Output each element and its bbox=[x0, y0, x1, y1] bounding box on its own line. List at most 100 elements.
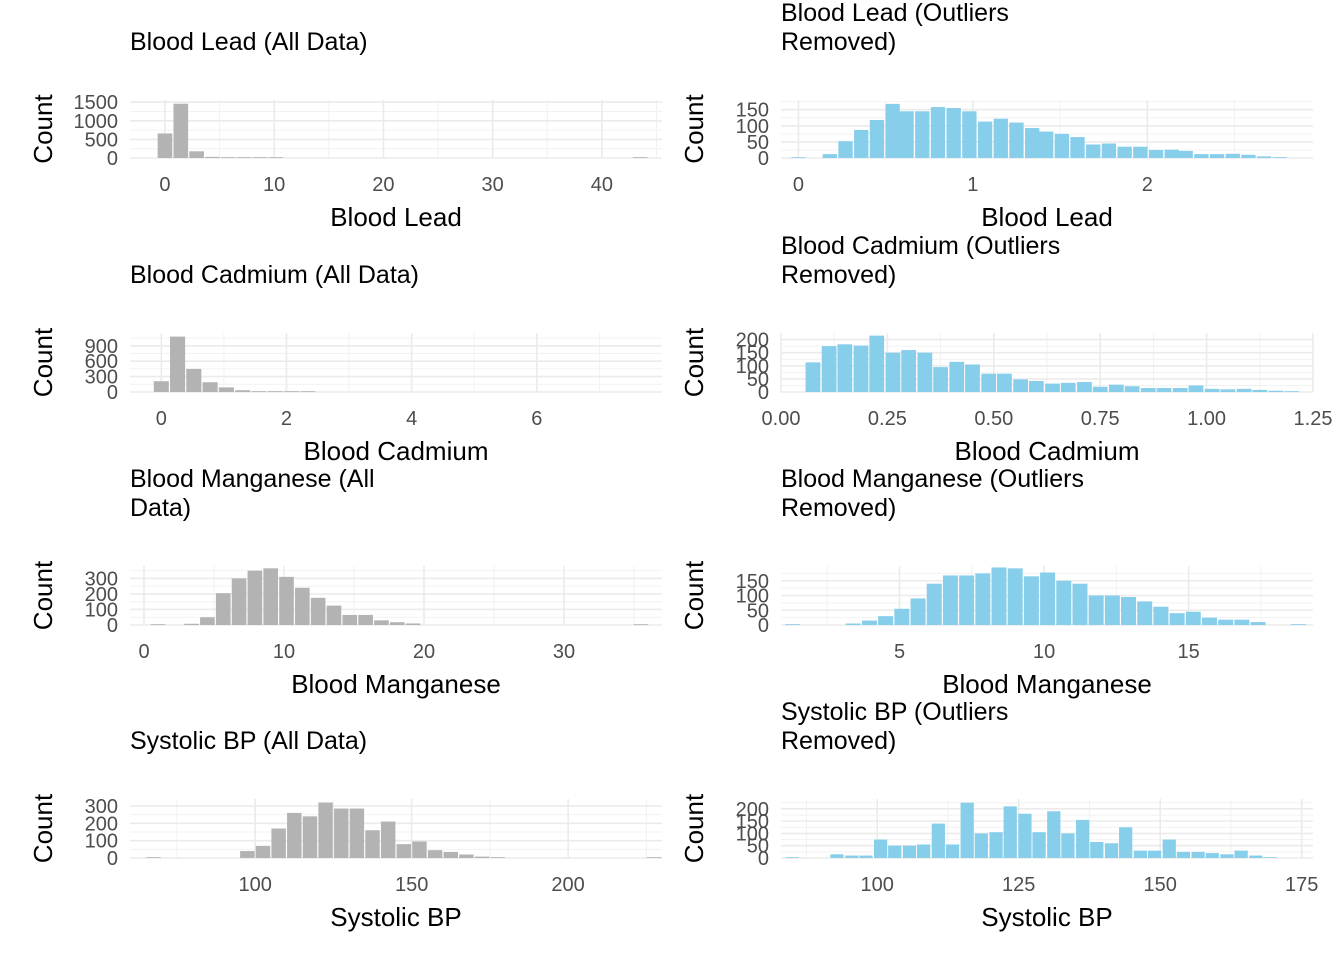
y-tick-label: 100 bbox=[736, 356, 769, 378]
y-tick-label: 50 bbox=[747, 836, 769, 858]
histogram-bar bbox=[1040, 572, 1056, 625]
histogram-bar bbox=[342, 614, 358, 625]
histogram-bars bbox=[805, 335, 1300, 392]
histogram-bar bbox=[1077, 382, 1092, 392]
histogram-bar bbox=[646, 857, 662, 858]
histogram-bar bbox=[873, 839, 888, 858]
histogram-bar bbox=[861, 620, 877, 625]
y-axis-label: Count bbox=[28, 327, 58, 397]
histogram-bar bbox=[1072, 583, 1088, 625]
histogram-bar bbox=[459, 854, 474, 858]
y-tick-label: 100 bbox=[736, 823, 769, 845]
x-tick-label: 175 bbox=[1285, 874, 1318, 896]
histogram-bar bbox=[189, 151, 204, 158]
histogram-bar bbox=[146, 857, 161, 858]
histogram-bar bbox=[859, 855, 873, 858]
histogram-bar bbox=[888, 845, 902, 858]
histogram-bar bbox=[1092, 386, 1108, 392]
gridlines bbox=[130, 566, 662, 626]
histogram-bar bbox=[1121, 596, 1137, 625]
histogram-bar bbox=[981, 373, 997, 392]
y-tick-label: 0 bbox=[107, 382, 118, 404]
histogram-bar bbox=[1252, 389, 1268, 392]
histogram-bar bbox=[1268, 390, 1284, 392]
x-axis-label: Blood Cadmium bbox=[955, 436, 1140, 466]
x-tick-label: 20 bbox=[413, 641, 435, 663]
histogram-bars bbox=[153, 336, 316, 392]
histogram-bar bbox=[220, 157, 236, 158]
y-tick-label: 150 bbox=[736, 571, 769, 593]
histogram-bar bbox=[1023, 576, 1039, 625]
histogram-bar bbox=[910, 598, 926, 625]
histogram-bars bbox=[791, 103, 1288, 158]
y-tick-label: 300 bbox=[85, 367, 118, 389]
histogram-bar bbox=[1038, 131, 1054, 158]
histogram-bar bbox=[1086, 144, 1101, 158]
y-tick-label: 0 bbox=[758, 848, 769, 870]
histogram-bar bbox=[1172, 388, 1188, 392]
histogram-bar bbox=[1188, 385, 1204, 392]
x-axis-label: Blood Manganese bbox=[942, 669, 1152, 699]
panel-title: Removed) bbox=[781, 727, 896, 755]
histogram-bar bbox=[1009, 122, 1024, 158]
histogram-bar bbox=[885, 352, 901, 392]
histogram-bar bbox=[173, 103, 189, 158]
histogram-bar bbox=[845, 855, 859, 858]
histogram-bar bbox=[1088, 595, 1104, 625]
histogram-bar bbox=[1194, 154, 1209, 158]
histogram-bar bbox=[252, 157, 268, 158]
histogram-bar bbox=[205, 156, 220, 158]
y-tick-label: 200 bbox=[85, 813, 118, 835]
histogram-bar bbox=[1218, 619, 1234, 625]
histogram-bar bbox=[1045, 383, 1060, 392]
histogram-bar bbox=[1119, 827, 1133, 858]
histogram-bar bbox=[632, 157, 648, 158]
histogram-bar bbox=[271, 828, 286, 858]
histogram-bar bbox=[633, 624, 649, 625]
histogram-bar bbox=[1007, 568, 1023, 625]
histogram-bar bbox=[930, 107, 946, 158]
histogram-bar bbox=[1003, 806, 1017, 858]
x-tick-label: 0 bbox=[138, 641, 149, 663]
x-tick-label: 1.25 bbox=[1294, 408, 1333, 430]
histogram-bar bbox=[917, 352, 933, 392]
y-tick-label: 200 bbox=[736, 330, 769, 352]
histogram-panel-3: Blood Cadmium (All Data)0 2 4 60300600900Bl… bbox=[28, 261, 662, 466]
histogram-bars bbox=[785, 567, 1307, 625]
histogram-bar bbox=[1205, 853, 1219, 858]
histogram-bar bbox=[326, 605, 342, 625]
x-axis-label: Blood Lead bbox=[981, 202, 1113, 232]
histogram-bar bbox=[945, 844, 960, 858]
histogram-bar bbox=[295, 587, 310, 625]
y-axis-label: Count bbox=[679, 94, 709, 164]
panel-title: Blood Cadmium (Outliers bbox=[781, 232, 1060, 260]
gridlines bbox=[781, 799, 1313, 859]
x-tick-label: 1 bbox=[967, 174, 978, 196]
x-tick-label: 1.00 bbox=[1187, 408, 1226, 430]
y-tick-label: 500 bbox=[85, 129, 118, 151]
gridlines bbox=[130, 333, 662, 393]
histogram-bar bbox=[899, 111, 914, 158]
histogram-bar bbox=[1178, 150, 1193, 158]
histogram-bar bbox=[1169, 613, 1185, 625]
histogram-bar bbox=[1272, 157, 1288, 158]
histogram-bar bbox=[821, 346, 837, 392]
histogram-bar bbox=[1185, 611, 1201, 625]
x-tick-label: 10 bbox=[1033, 641, 1055, 663]
y-tick-label: 200 bbox=[85, 584, 118, 606]
y-tick-label: 300 bbox=[85, 568, 118, 590]
panel-title: Systolic BP (Outliers bbox=[781, 698, 1008, 726]
histogram-bar bbox=[854, 129, 869, 158]
x-tick-label: 10 bbox=[263, 174, 285, 196]
histogram-bar bbox=[869, 335, 885, 392]
panel-title: Removed) bbox=[781, 494, 896, 522]
histogram-bar bbox=[255, 845, 271, 858]
gridlines bbox=[130, 100, 662, 159]
histogram-bar bbox=[215, 593, 231, 625]
x-axis-label: Blood Cadmium bbox=[304, 436, 489, 466]
y-tick-label: 0 bbox=[107, 148, 118, 170]
histogram-bar bbox=[1234, 619, 1250, 625]
y-tick-label: 150 bbox=[736, 343, 769, 365]
histogram-bar bbox=[1191, 851, 1205, 858]
